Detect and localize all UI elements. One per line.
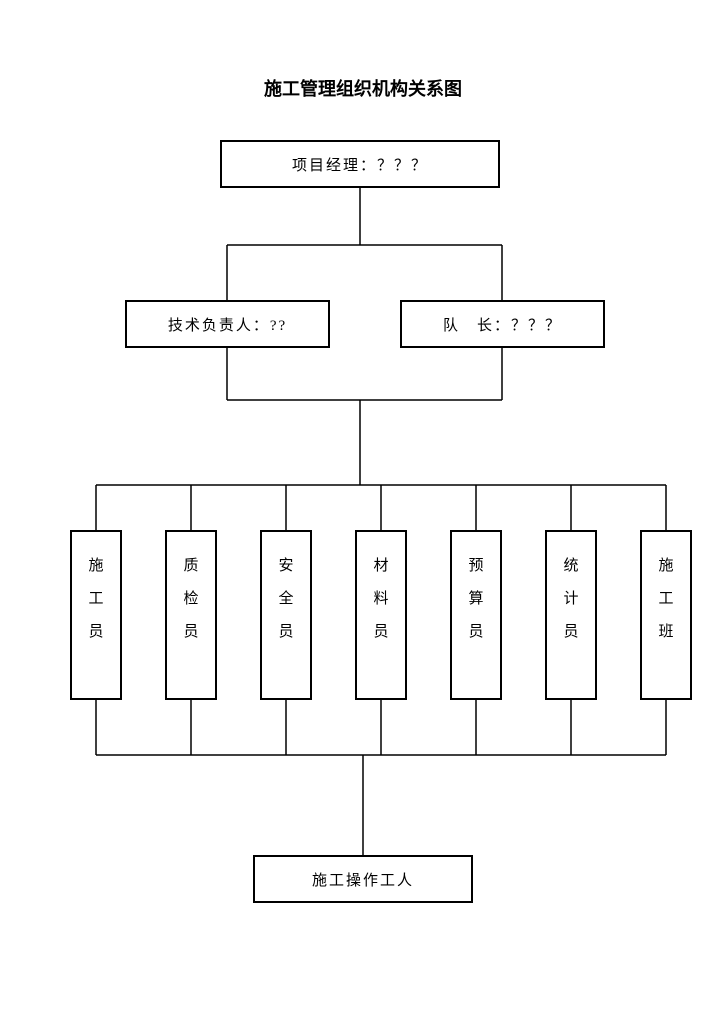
- page-title: 施工管理组织机构关系图: [0, 75, 726, 101]
- node-role-2: 安 全 员: [260, 530, 312, 700]
- char: 算: [468, 583, 483, 616]
- char: 工: [658, 583, 673, 616]
- char: 员: [563, 616, 578, 649]
- char: 检: [183, 583, 198, 616]
- char: 全: [278, 583, 293, 616]
- char: 安: [278, 550, 293, 583]
- node-role-1: 质 检 员: [165, 530, 217, 700]
- char: 班: [658, 616, 673, 649]
- char: 材: [373, 550, 388, 583]
- node-workers: 施工操作工人: [253, 855, 473, 903]
- char: 员: [88, 616, 103, 649]
- char: 料: [373, 583, 388, 616]
- char: 员: [373, 616, 388, 649]
- label: 施工操作工人: [312, 869, 414, 890]
- char: 员: [468, 616, 483, 649]
- char: 统: [563, 550, 578, 583]
- char: 质: [183, 550, 198, 583]
- node-role-0: 施 工 员: [70, 530, 122, 700]
- char: 施: [88, 550, 103, 583]
- node-role-3: 材 料 员: [355, 530, 407, 700]
- node-role-5: 统 计 员: [545, 530, 597, 700]
- char: 工: [88, 583, 103, 616]
- node-role-6: 施 工 班: [640, 530, 692, 700]
- label: 队 长：？？？: [443, 314, 562, 335]
- title-text: 施工管理组织机构关系图: [264, 79, 462, 99]
- char: 员: [278, 616, 293, 649]
- node-role-4: 预 算 员: [450, 530, 502, 700]
- node-tech-lead: 技术负责人：??: [125, 300, 330, 348]
- node-project-manager: 项目经理：？？？: [220, 140, 500, 188]
- label: 项目经理：？？？: [292, 154, 428, 175]
- char: 预: [468, 550, 483, 583]
- label: 技术负责人：??: [168, 314, 287, 335]
- node-team-leader: 队 长：？？？: [400, 300, 605, 348]
- char: 施: [658, 550, 673, 583]
- char: 计: [563, 583, 578, 616]
- char: 员: [183, 616, 198, 649]
